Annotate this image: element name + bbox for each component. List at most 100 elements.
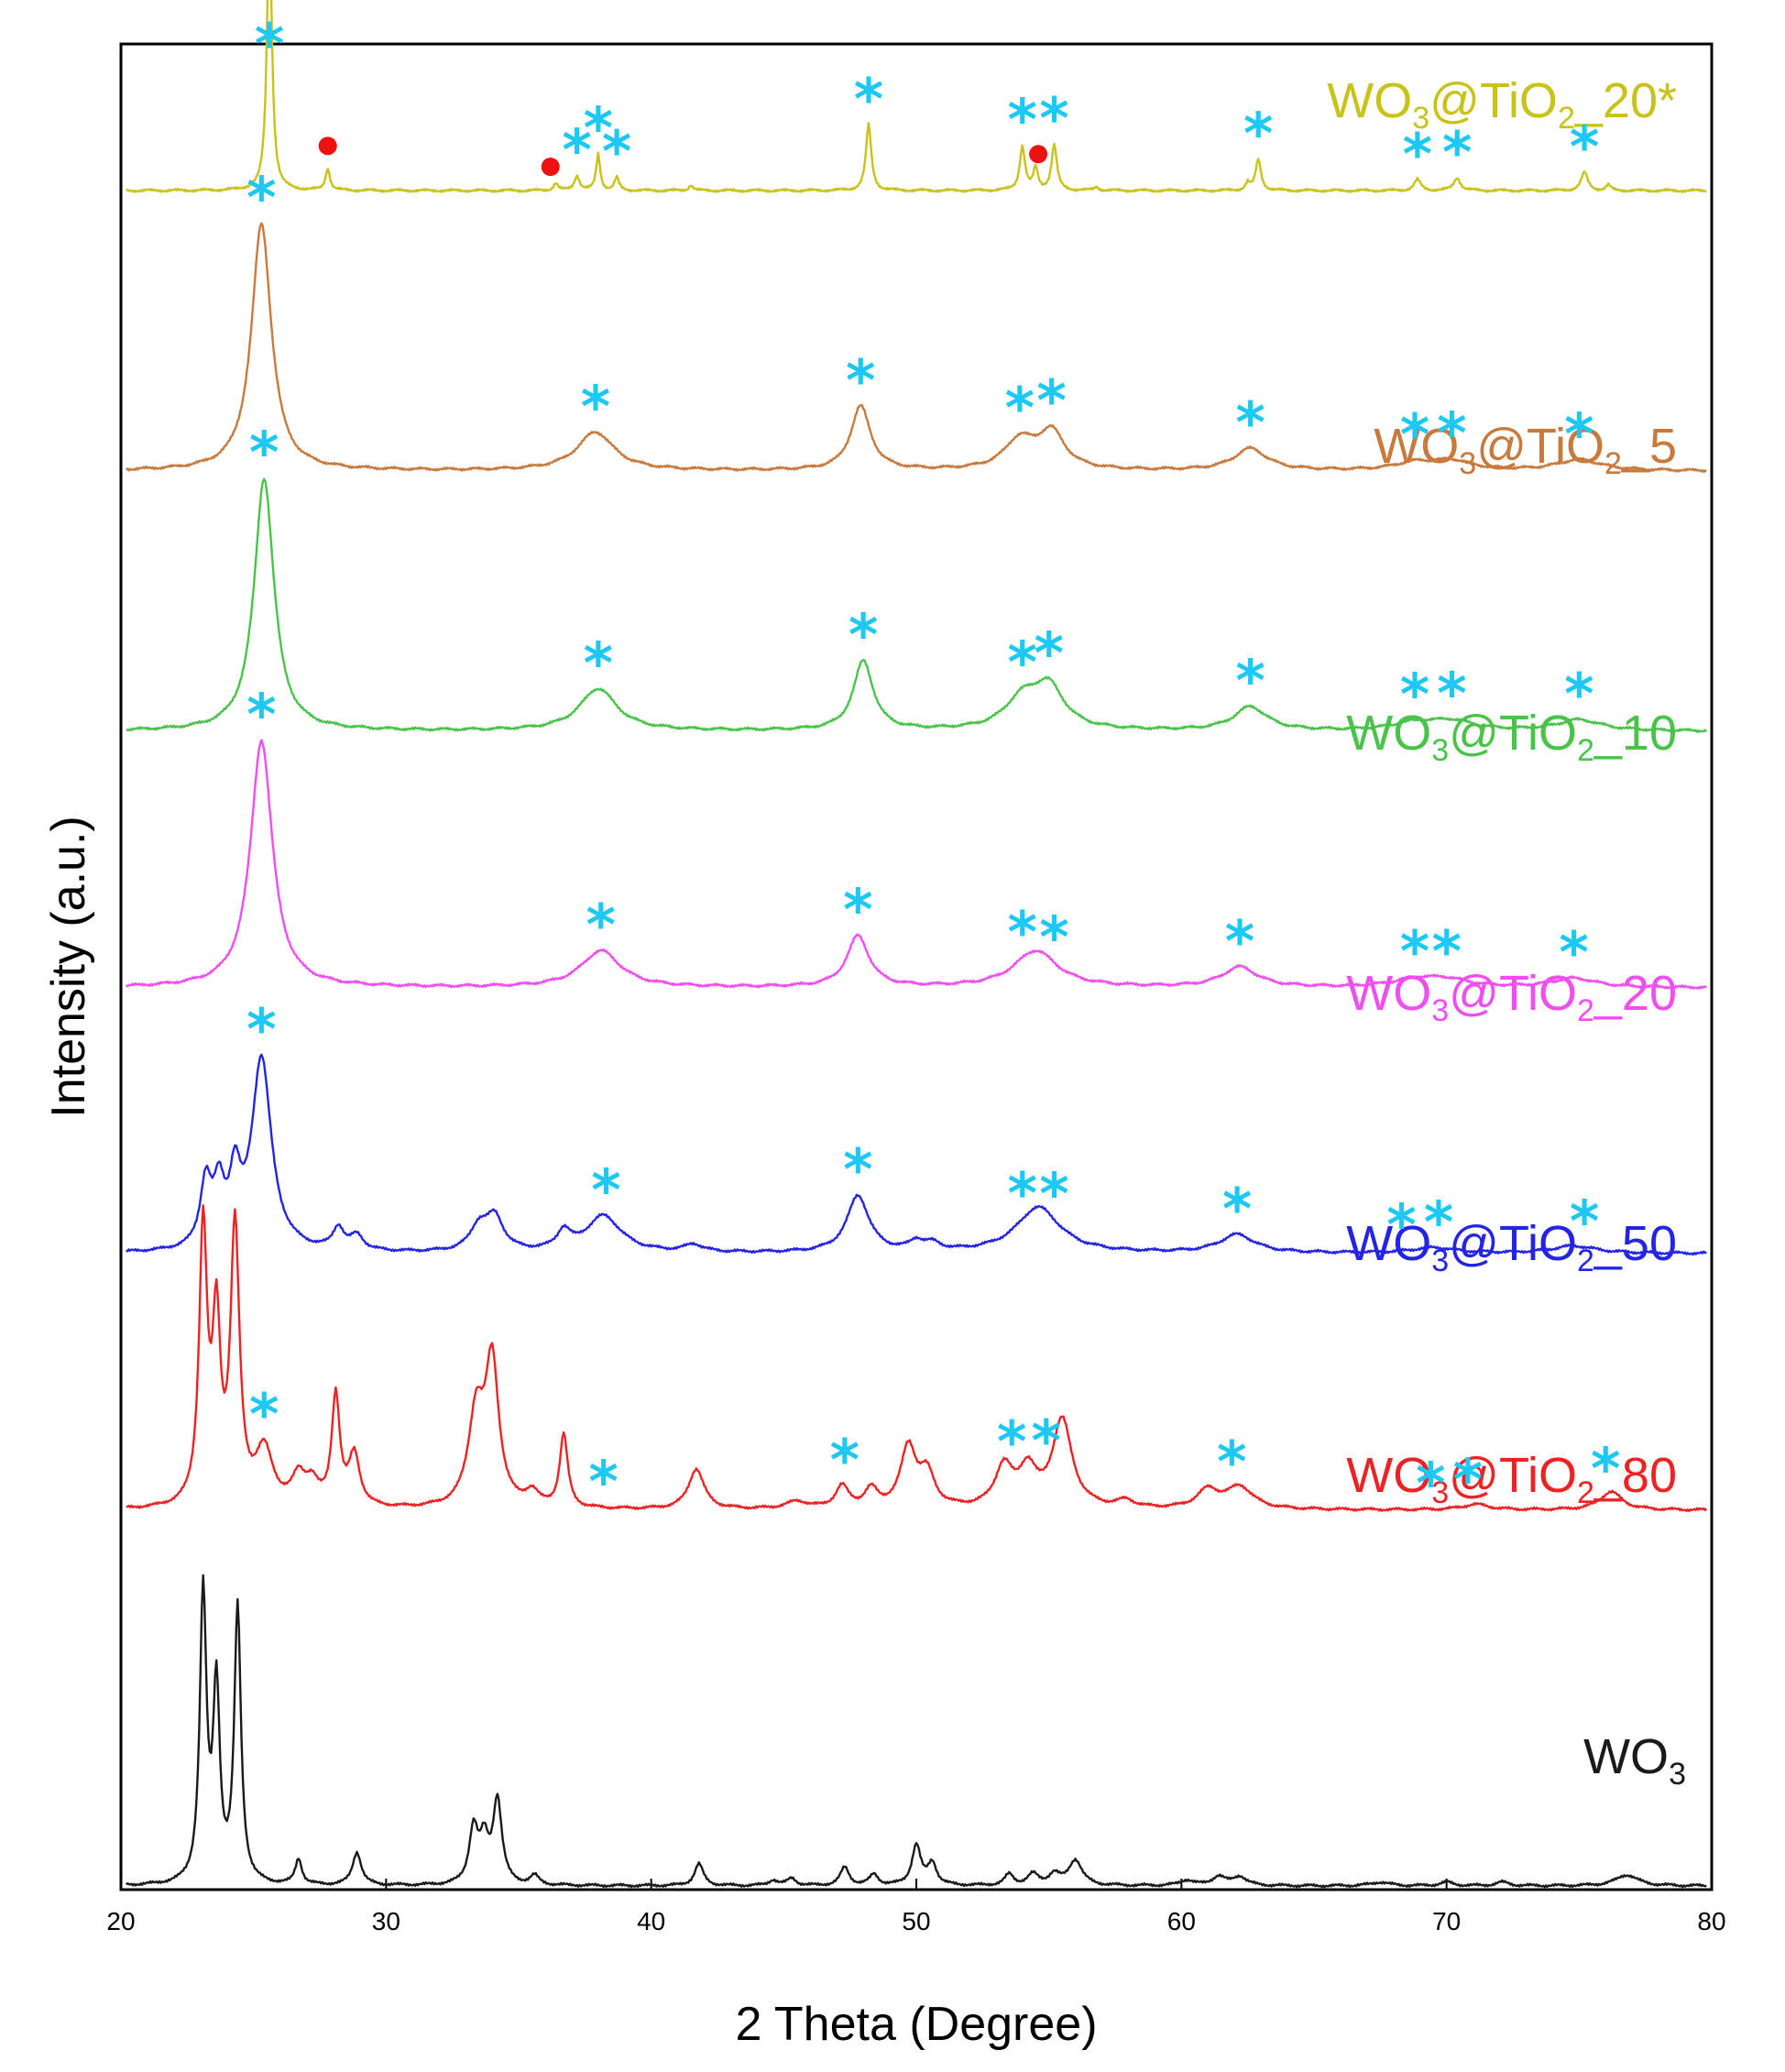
- star-marker: *: [1564, 400, 1593, 467]
- star-marker: *: [843, 877, 872, 944]
- star-marker: *: [1431, 918, 1461, 985]
- series-label: WO3@TiO2_50: [1346, 1216, 1677, 1278]
- x-tick-label: 80: [1697, 1907, 1725, 1935]
- star-marker: *: [1570, 114, 1599, 181]
- star-marker: *: [1437, 660, 1466, 727]
- x-tick-label: 70: [1432, 1907, 1461, 1935]
- star-marker: *: [1591, 1435, 1620, 1502]
- star-marker: *: [1437, 400, 1466, 467]
- star-marker: *: [1403, 121, 1432, 188]
- star-marker: *: [830, 1427, 860, 1494]
- star-marker: *: [246, 165, 276, 232]
- series-label-subscript: 2: [1577, 993, 1594, 1028]
- star-marker: *: [1039, 904, 1068, 970]
- series-label-subscript: 2: [1604, 446, 1622, 481]
- star-marker: *: [602, 118, 631, 185]
- series-label-subscript: 3: [1431, 1475, 1449, 1510]
- series-label-subscript: 3: [1412, 101, 1429, 136]
- star-marker: *: [581, 373, 610, 440]
- series-label-text: @TiO: [1429, 73, 1558, 128]
- series-label-text: WO: [1327, 73, 1412, 128]
- star-marker: *: [843, 1136, 872, 1203]
- star-marker: *: [1442, 119, 1472, 186]
- series-label-text: @TiO: [1449, 966, 1577, 1021]
- series-label-text: WO: [1346, 706, 1431, 761]
- series-line: [126, 1204, 1708, 1513]
- star-marker: *: [997, 1409, 1026, 1475]
- series-label-text: WO: [1346, 966, 1431, 1021]
- series-line: [125, 1053, 1707, 1256]
- star-marker: *: [1217, 1429, 1246, 1496]
- star-marker: *: [584, 94, 613, 161]
- star-marker: *: [1416, 1451, 1445, 1518]
- star-marker: *: [1034, 620, 1063, 687]
- series-label: WO3@TiO2_20: [1346, 966, 1677, 1028]
- series-label-text: _80: [1593, 1448, 1677, 1503]
- star-marker: *: [1036, 367, 1066, 434]
- star-marker: *: [1235, 648, 1265, 715]
- star-marker: *: [1453, 1447, 1483, 1514]
- star-marker: *: [1222, 1176, 1252, 1243]
- series-label: WO3@TiO2_5: [1374, 419, 1677, 481]
- series-line: [126, 1573, 1707, 1889]
- dot-marker: [1029, 145, 1048, 164]
- series-label-subscript: 2: [1558, 101, 1575, 136]
- dot-marker: [541, 157, 560, 176]
- star-marker: *: [1008, 630, 1037, 696]
- series-label-subscript: 2: [1577, 733, 1594, 768]
- star-marker: *: [1564, 661, 1593, 728]
- series-label-text: @TiO: [1476, 419, 1604, 474]
- series-label-text: WO: [1346, 1448, 1431, 1503]
- star-marker: *: [854, 66, 883, 133]
- series-line: [125, 222, 1707, 474]
- star-marker: *: [1570, 1189, 1599, 1255]
- star-marker: *: [249, 420, 279, 487]
- series-label-subscript: 2: [1577, 1475, 1594, 1510]
- star-marker: *: [1008, 87, 1037, 154]
- star-marker: *: [1225, 908, 1254, 975]
- series-label-text: WO: [1583, 1729, 1669, 1784]
- x-tick-label: 40: [637, 1907, 665, 1935]
- series-label: WO3@TiO2_80: [1346, 1448, 1677, 1510]
- star-marker: *: [1424, 1189, 1453, 1255]
- series-label-subscript: 3: [1431, 1244, 1449, 1278]
- dot-marker: [318, 137, 337, 156]
- series-line: [126, 477, 1708, 733]
- series-label-subscript: 2: [1577, 1244, 1594, 1278]
- star-marker: *: [1386, 1192, 1416, 1259]
- series-label-text: _10: [1593, 706, 1677, 761]
- series-label-text: @TiO: [1449, 1448, 1577, 1503]
- series-label-text: _50: [1593, 1216, 1677, 1271]
- star-marker: *: [588, 1448, 618, 1515]
- star-marker: *: [562, 116, 591, 183]
- series-label-text: WO: [1374, 419, 1459, 474]
- series-label-text: _5: [1621, 419, 1677, 474]
- series-label-subscript: 3: [1669, 1757, 1686, 1792]
- star-marker: *: [249, 1381, 279, 1448]
- star-marker: *: [849, 601, 878, 668]
- series-line: [126, 739, 1707, 990]
- star-marker: *: [584, 630, 613, 696]
- series-label: WO3: [1583, 1729, 1686, 1792]
- series-layer: [125, 0, 1708, 1889]
- star-marker: *: [586, 892, 615, 959]
- x-axis-ticks: 20 30 40 50 60 70 80: [106, 1879, 1726, 1935]
- x-tick-label: 50: [902, 1907, 930, 1935]
- star-marker: *: [1032, 1408, 1061, 1475]
- star-marker: *: [1400, 662, 1429, 729]
- x-axis-title: 2 Theta (Degree): [735, 1998, 1097, 2051]
- star-marker: *: [1008, 1160, 1037, 1227]
- series-line: [125, 0, 1707, 193]
- y-axis-title: Intensity (a.u.): [42, 816, 95, 1117]
- star-marker: *: [1235, 389, 1265, 456]
- series-label-subscript: 3: [1431, 733, 1449, 768]
- star-marker: *: [246, 682, 276, 749]
- series-label: WO3@TiO2_10: [1346, 706, 1677, 768]
- star-marker: *: [1039, 1160, 1068, 1227]
- x-tick-label: 60: [1167, 1907, 1196, 1935]
- star-marker: *: [591, 1157, 620, 1224]
- star-marker: *: [1559, 919, 1588, 986]
- x-tick-label: 20: [106, 1907, 135, 1935]
- star-marker: *: [1400, 401, 1429, 468]
